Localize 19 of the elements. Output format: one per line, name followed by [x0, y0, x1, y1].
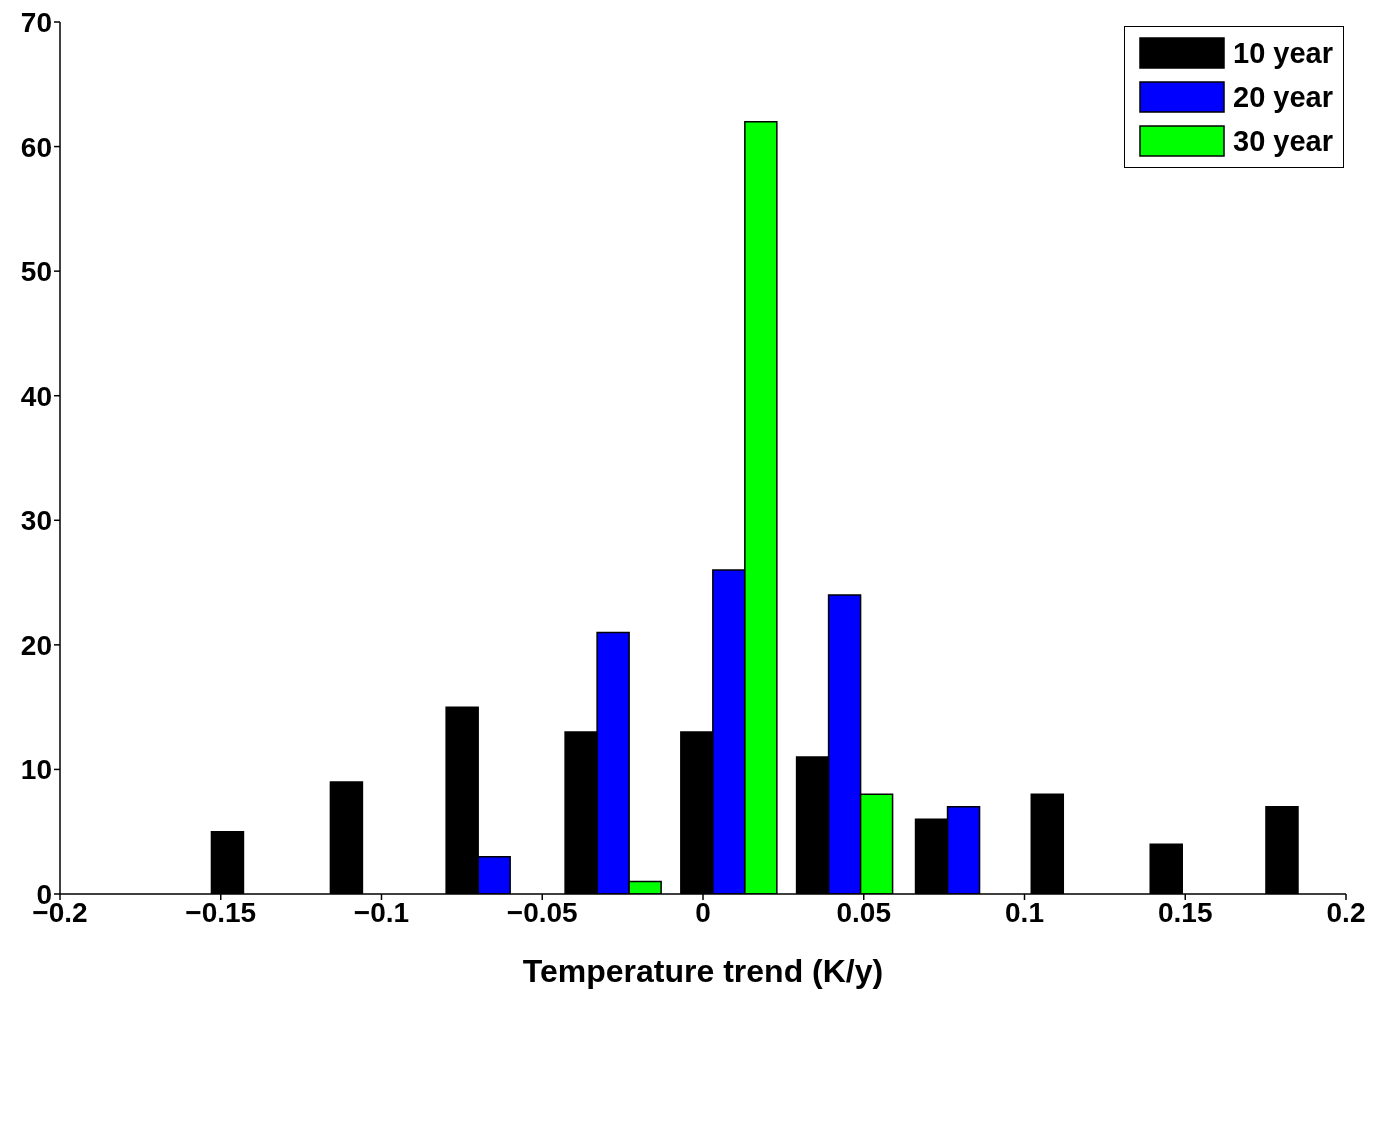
- y-tick-label: 40: [20, 380, 52, 412]
- x-tick-label: 0.2: [1326, 896, 1366, 928]
- y-tick-label: 50: [20, 256, 52, 288]
- legend-label: 30 year: [1233, 124, 1333, 158]
- x-tick-label: −0.15: [185, 896, 257, 928]
- y-tick-label: 20: [20, 629, 52, 661]
- x-tick-label: −0.05: [506, 896, 578, 928]
- y-tick-label: 10: [20, 754, 52, 786]
- x-axis-title: Temperature trend (K/y): [522, 953, 884, 989]
- y-tick-label: 60: [20, 131, 52, 163]
- y-tick-label: 70: [20, 6, 52, 38]
- x-tick-label: 0.15: [1158, 896, 1213, 928]
- legend-label: 10 year: [1233, 36, 1333, 70]
- x-tick-label: 0.05: [836, 896, 891, 928]
- x-tick-label: 0: [695, 896, 711, 928]
- x-tick-label: −0.1: [353, 896, 410, 928]
- x-tick-label: 0.1: [1005, 896, 1044, 928]
- y-tick-label: 30: [20, 505, 52, 537]
- legend-label: 20 year: [1233, 80, 1333, 114]
